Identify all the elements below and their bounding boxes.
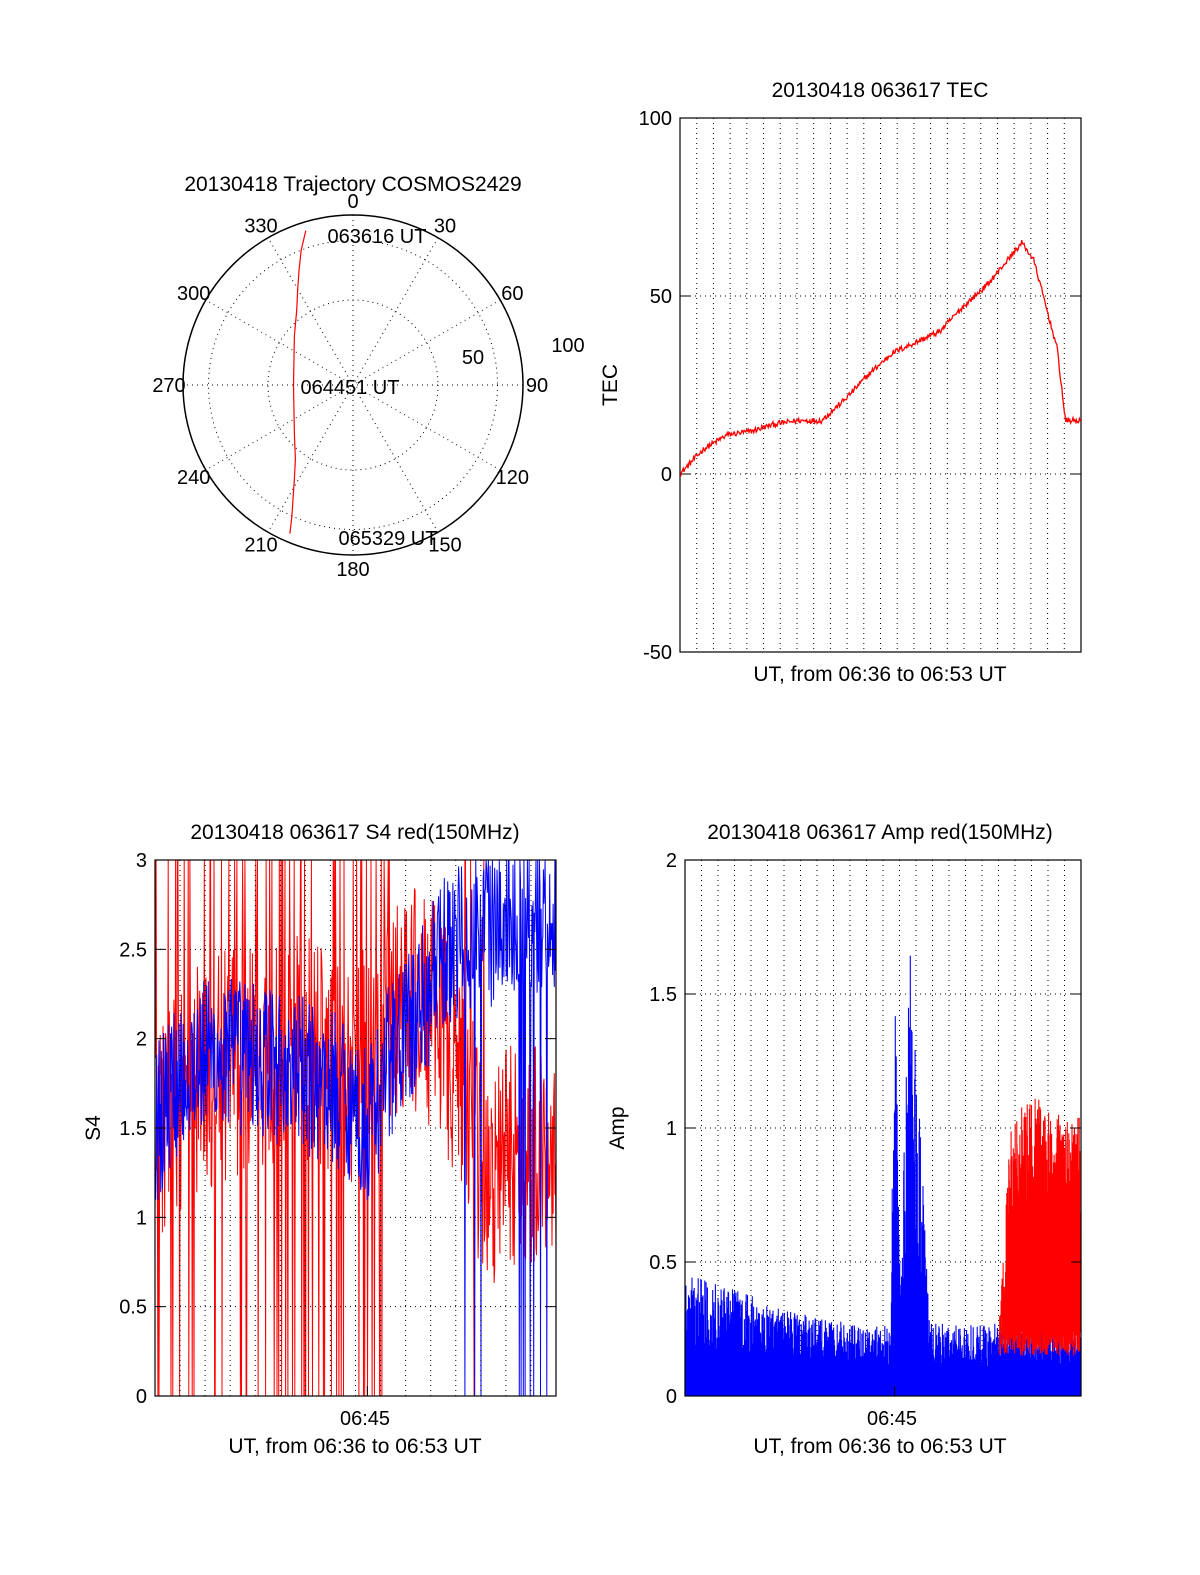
s4-blue-series: [154, 859, 557, 1397]
tec-plot-frame: [679, 117, 1082, 653]
amp-red-line: [998, 1098, 1082, 1356]
polar-grid: [183, 215, 523, 555]
amp-red-series: [998, 1098, 1082, 1356]
radial-tick-50: 50: [462, 347, 484, 369]
amp-ytick-label-2: 2: [666, 850, 677, 872]
polar-angle-label-150: 150: [428, 534, 461, 556]
annotation-start-time: 063616 UT: [328, 226, 427, 248]
amp-ytick-label-1.5: 1.5: [649, 984, 677, 1006]
amp-ytick-label-0: 0: [666, 1386, 677, 1408]
s4-grid: [155, 860, 556, 1396]
annotation-mid-time: 064451 UT: [301, 377, 400, 399]
tec-ytick-label-0: 0: [661, 464, 672, 486]
s4-xlabel: UT, from 06:36 to 06:53 UT: [228, 1435, 481, 1458]
tec-xlabel: UT, from 06:36 to 06:53 UT: [753, 663, 1006, 686]
amp-title: 20130418 063617 Amp red(150MHz): [707, 821, 1053, 844]
polar-spoke-150: [267, 237, 439, 533]
tec-series-line: [679, 240, 1082, 478]
trajectory-panel: 20130418 Trajectory COSMOS2429 0 30 60 90 12…: [152, 173, 584, 581]
polar-angle-labels: 0 30 60 90 120 150 180 210 240 270 300 330: [152, 191, 548, 581]
s4-title: 20130418 063617 S4 red(150MHz): [190, 821, 519, 844]
s4-blue-line: [154, 859, 557, 1397]
tec-ytick-label-100: 100: [639, 108, 672, 130]
polar-angle-label-90: 90: [526, 375, 548, 397]
amp-y-ticks: 0 0.5 1 1.5 2: [649, 850, 1081, 1408]
polar-angle-label-60: 60: [501, 283, 523, 305]
s4-y-ticks: 0 0.5 1 1.5 2 2.5 3: [119, 850, 556, 1408]
tec-title: 20130418 063617 TEC: [772, 79, 989, 102]
tec-panel: 20130418 063617 TEC -50 0 50 100 TEC UT, fr…: [599, 79, 1082, 686]
polar-angle-label-240: 240: [177, 467, 210, 489]
polar-angle-label-330: 330: [244, 216, 277, 238]
s4-ytick-label-2.5: 2.5: [119, 939, 147, 961]
amp-ylabel: Amp: [606, 1106, 629, 1149]
polar-angle-label-210: 210: [244, 534, 277, 556]
polar-outer-circle: [182, 214, 524, 556]
s4-ytick-label-0.5: 0.5: [119, 1297, 147, 1319]
s4-panel: 20130418 063617 S4 red(150MHz) 0 0.5 1 1.5 2…: [82, 821, 557, 1458]
tec-grid: [680, 118, 1081, 652]
polar-angle-label-30: 30: [434, 216, 456, 238]
radial-tick-100: 100: [551, 335, 584, 357]
trajectory-title: 20130418 Trajectory COSMOS2429: [184, 173, 521, 196]
polar-angle-label-300: 300: [177, 283, 210, 305]
s4-ytick-label-1: 1: [136, 1207, 147, 1229]
tec-ytick-label-50: 50: [650, 286, 672, 308]
amp-xtick-0645: 06:45: [867, 1408, 917, 1430]
amp-xlabel: UT, from 06:36 to 06:53 UT: [753, 1435, 1006, 1458]
s4-xtick-0645: 06:45: [340, 1408, 390, 1430]
polar-angle-label-270: 270: [152, 375, 185, 397]
polar-angle-label-0: 0: [347, 191, 358, 213]
s4-ylabel: S4: [82, 1115, 105, 1141]
s4-ytick-label-0: 0: [136, 1386, 147, 1408]
s4-ytick-label-3: 3: [136, 850, 147, 872]
tec-y-ticks: -50 0 50 100: [639, 108, 1081, 664]
amp-ytick-label-0.5: 0.5: [649, 1252, 677, 1274]
annotation-end-time: 065329 UT: [339, 528, 438, 550]
amp-panel: 20130418 063617 Amp red(150MHz) 0 0.5 1 1.5…: [606, 821, 1082, 1458]
polar-angle-label-120: 120: [496, 467, 529, 489]
s4-ytick-label-1.5: 1.5: [119, 1118, 147, 1140]
tec-ytick-label--50: -50: [643, 642, 672, 664]
tec-ylabel: TEC: [599, 364, 622, 406]
polar-angle-label-180: 180: [336, 559, 369, 581]
trajectory-line: [289, 230, 307, 534]
amp-ytick-label-1: 1: [666, 1118, 677, 1140]
s4-ytick-label-2: 2: [136, 1029, 147, 1051]
